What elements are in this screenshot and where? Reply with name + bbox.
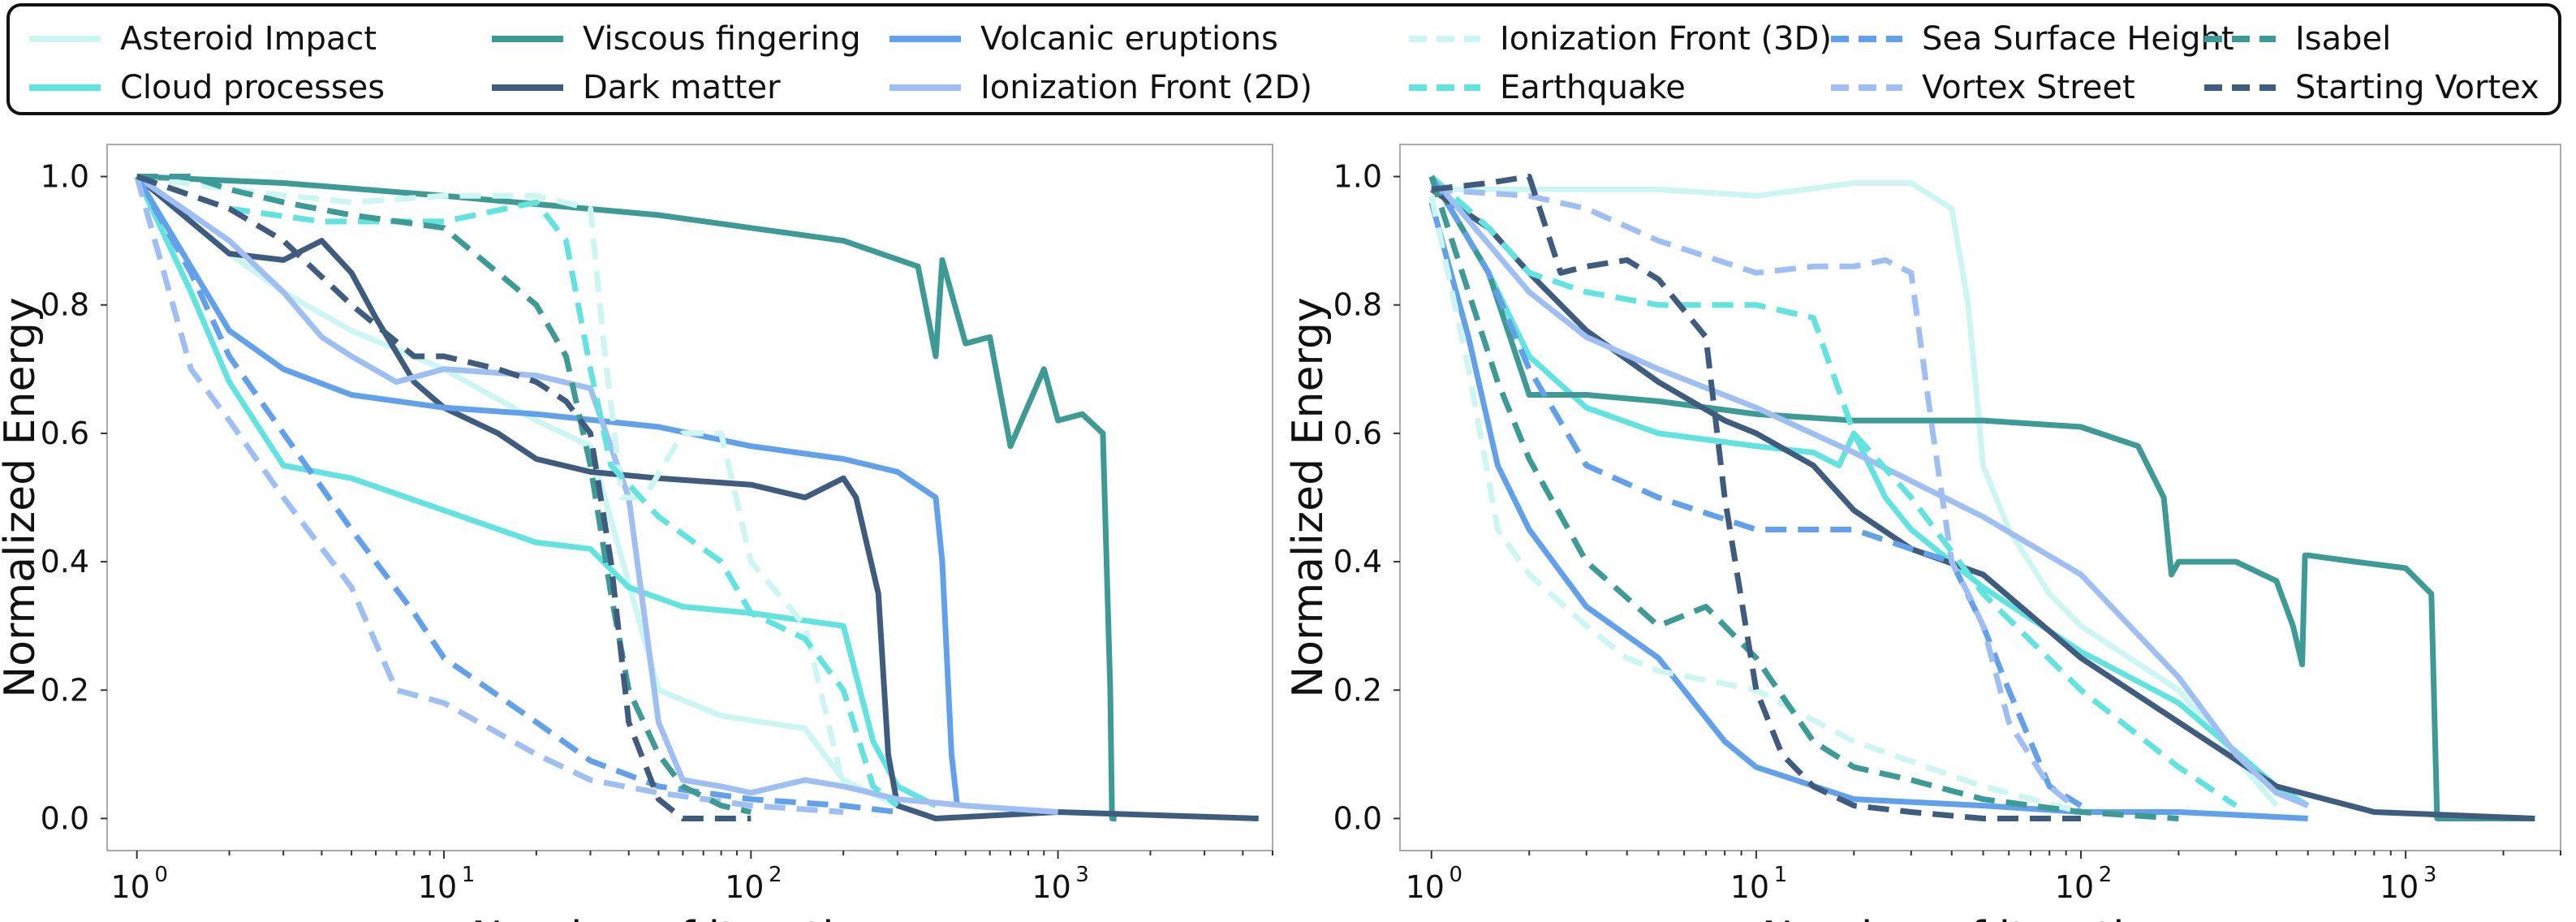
- series-line-vortex-street: [134, 175, 844, 815]
- legend-swatch: [1831, 36, 1902, 42]
- legend-item-isabel: Isabel: [2203, 15, 2391, 63]
- legend-item-volcanic-eruptions: Volcanic eruptions: [888, 15, 1278, 63]
- legend-label: Starting Vortex: [2295, 69, 2539, 106]
- legend-item-sea-surface-height: Sea Surface Height: [1829, 15, 2234, 63]
- y-axis-label: Normalized Energy: [1284, 297, 1333, 697]
- series-line-sea-surface-height: [134, 174, 898, 815]
- x-tick-exponent: 3: [2423, 863, 2437, 887]
- x-tick-exponent: 2: [2099, 863, 2113, 887]
- plot-area: [1399, 144, 2561, 851]
- legend-swatch: [890, 84, 961, 91]
- legend-swatch: [1409, 36, 1480, 42]
- legend-item-earthquake: Earthquake: [1407, 63, 1686, 112]
- y-tick-label: 0.8: [41, 287, 89, 323]
- legend-item-viscous-fingering: Viscous fingering: [490, 15, 861, 63]
- series-line-ionization-front-2d: [1429, 174, 2310, 808]
- legend-swatch: [29, 36, 101, 42]
- series-line-ionization-front-3d: [136, 174, 846, 787]
- y-tick-label: 0.0: [1333, 800, 1382, 836]
- x-axis-label: Number of iterations: [472, 913, 909, 922]
- legend-swatch: [1409, 84, 1480, 91]
- x-tick-label: 10: [110, 869, 149, 905]
- legend-item-ionization-front-2d: Ionization Front (2D): [888, 63, 1312, 112]
- x-tick-label: 10: [1730, 869, 1769, 905]
- legend-swatch: [1831, 84, 1902, 91]
- series-line-isabel: [1428, 175, 2179, 821]
- legend-label: Ionization Front (3D): [1500, 20, 1832, 58]
- series-group: [1428, 174, 2535, 821]
- legend-label: Asteroid Impact: [120, 20, 377, 58]
- series-line-cloud-processes: [134, 175, 937, 808]
- series-line-volcanic-eruptions: [134, 174, 960, 806]
- y-axis-label: Normalized Energy: [0, 297, 45, 697]
- series-line-viscous-fingering: [1428, 174, 2535, 821]
- series-line-starting-vortex: [1431, 174, 2081, 821]
- y-tick-label: 0.2: [41, 672, 89, 708]
- series-line-dark-matter: [135, 174, 1259, 821]
- legend-label: Isabel: [2295, 20, 2392, 58]
- legend-swatch: [492, 36, 563, 42]
- y-tick-label: 0.4: [1333, 544, 1382, 579]
- x-tick-exponent: 0: [154, 863, 168, 887]
- legend-item-vortex-street: Vortex Street: [1829, 63, 2135, 112]
- legend-swatch: [29, 84, 101, 91]
- legend-label: Viscous fingering: [583, 20, 861, 58]
- x-axis-label: Number of iterations: [1762, 913, 2199, 922]
- legend-item-cloud-processes: Cloud processes: [28, 63, 385, 112]
- chart-left: 0.00.20.40.60.81.0100101102103Number of …: [0, 144, 1273, 922]
- y-tick-label: 0.6: [41, 416, 89, 451]
- series-line-sea-surface-height: [1428, 174, 2083, 808]
- x-tick-label: 10: [1032, 869, 1070, 905]
- x-tick-label: 10: [1406, 869, 1445, 905]
- series-line-starting-vortex: [136, 174, 752, 821]
- x-tick-exponent: 2: [769, 863, 782, 887]
- y-tick-label: 0.2: [1333, 672, 1382, 708]
- series-line-asteroid-impact: [1431, 180, 2279, 808]
- x-tick-exponent: 0: [1450, 863, 1463, 887]
- y-tick-label: 0.8: [1333, 287, 1382, 323]
- y-tick-label: 0.6: [1333, 416, 1382, 451]
- x-tick-label: 10: [418, 869, 457, 905]
- series-line-viscous-fingering: [136, 174, 1117, 821]
- series-line-isabel: [136, 174, 752, 815]
- legend-swatch: [890, 36, 961, 42]
- series-line-vortex-street: [1431, 186, 2083, 815]
- x-tick-exponent: 1: [462, 863, 476, 887]
- legend-swatch: [2204, 84, 2276, 91]
- legend-swatch: [2204, 36, 2276, 42]
- x-tick-label: 10: [2380, 869, 2419, 905]
- legend-label: Earthquake: [1500, 69, 1686, 106]
- x-tick-exponent: 1: [1774, 863, 1788, 887]
- series-line-earthquake: [1429, 174, 2238, 808]
- series-line-earthquake: [136, 174, 899, 808]
- legend-label: Dark matter: [583, 69, 781, 106]
- legend-swatch: [492, 84, 563, 91]
- legend-label: Vortex Street: [1922, 69, 2135, 106]
- y-tick-label: 0.4: [41, 544, 89, 579]
- x-tick-exponent: 3: [1075, 863, 1089, 887]
- legend-item-asteroid-impact: Asteroid Impact: [28, 15, 377, 63]
- series-line-ionization-front-3d: [1428, 195, 2082, 815]
- x-tick-label: 10: [2055, 869, 2094, 905]
- y-tick-label: 1.0: [1333, 159, 1382, 195]
- series-group: [134, 174, 1259, 821]
- legend-label: Cloud processes: [120, 69, 386, 106]
- x-tick-label: 10: [725, 869, 764, 905]
- y-tick-label: 0.0: [41, 800, 89, 836]
- legend-label: Ionization Front (2D): [980, 69, 1312, 106]
- legend-label: Sea Surface Height: [1922, 20, 2234, 58]
- legend-item-starting-vortex: Starting Vortex: [2203, 63, 2539, 112]
- y-tick-label: 1.0: [41, 159, 89, 195]
- chart-right: 0.00.20.40.60.81.0100101102103Number of …: [1284, 144, 2561, 922]
- legend-item-ionization-front-3d: Ionization Front (3D): [1407, 15, 1832, 63]
- series-line-dark-matter: [1429, 187, 2535, 821]
- legend-label: Volcanic eruptions: [980, 20, 1278, 58]
- legend-item-dark-matter: Dark matter: [490, 63, 781, 112]
- legend: Asteroid Impact Cloud processes Viscous fi…: [6, 3, 2561, 115]
- plot-area: [106, 144, 1273, 851]
